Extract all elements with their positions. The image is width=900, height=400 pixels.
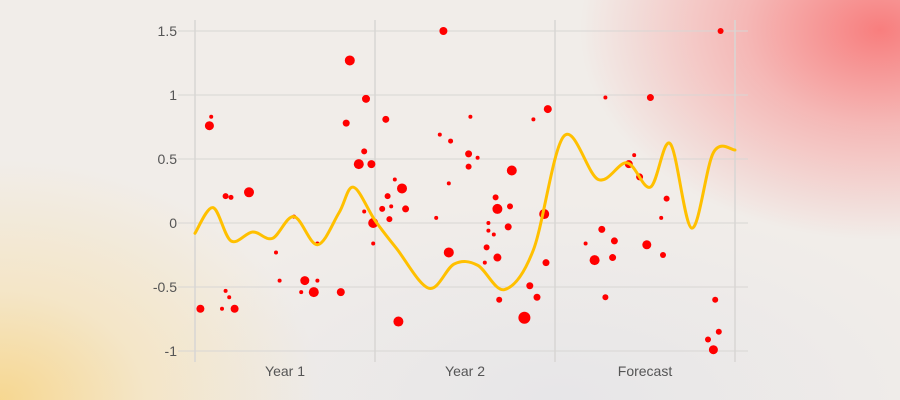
scatter-point [439, 27, 448, 35]
scatter-point [362, 209, 367, 214]
scatter-point [583, 241, 588, 246]
scatter-point [277, 278, 282, 283]
x-tick-label: Year 2 [445, 363, 485, 379]
scatter-point [715, 328, 722, 335]
scatter-point [244, 187, 254, 198]
trend-line [193, 132, 737, 292]
scatter-point [492, 203, 503, 214]
scatter-point [389, 204, 394, 209]
scatter-point [367, 160, 376, 169]
scatter-point [446, 181, 451, 186]
scatter-point [705, 336, 711, 343]
scatter-point [475, 155, 480, 160]
scatter-point [384, 193, 391, 200]
y-tick-label: 0.5 [158, 151, 178, 167]
scatter-point [402, 205, 410, 213]
scatter-point [336, 288, 345, 297]
scatter-point [468, 114, 473, 119]
scatter-point [663, 195, 670, 202]
scatter-point [526, 282, 534, 290]
y-axis-ticks: 1.5 1 0.5 0 -0.5 -1 [153, 23, 177, 359]
x-tick-label: Forecast [618, 363, 673, 379]
scatter-point [533, 293, 541, 301]
scatter-point [504, 223, 512, 231]
x-axis-ticks: Year 1 Year 2 Forecast [265, 363, 672, 379]
scatter-point [344, 55, 355, 66]
scatter-point [483, 244, 490, 251]
scatter-point [209, 114, 214, 119]
scatter-point [543, 105, 552, 114]
scatter-point [397, 183, 407, 194]
scatter-point [542, 259, 550, 267]
y-tick-label: -0.5 [153, 279, 177, 295]
scatter-point [492, 194, 499, 201]
scatter-point [598, 225, 606, 233]
scatter-point [660, 252, 666, 258]
scatter-point [204, 121, 214, 131]
scatter-point [223, 288, 228, 293]
scatter-point [230, 304, 239, 313]
scatter-point [379, 205, 386, 212]
scatter-point [353, 159, 364, 170]
scatter-point [507, 203, 513, 210]
scatter-point [222, 193, 229, 200]
scatter-point [717, 28, 724, 34]
scatter-point [299, 290, 304, 295]
scatter-point [386, 216, 393, 223]
scatter-point [589, 255, 600, 266]
scatter-point [603, 95, 608, 100]
scatter-point [531, 117, 536, 122]
scatter-point [491, 232, 496, 237]
scatter-point [482, 260, 487, 265]
scatter-point [443, 247, 454, 258]
scatter-point [486, 221, 491, 225]
y-tick-label: -1 [165, 343, 178, 359]
scatter-series [196, 27, 724, 355]
scatter-point [448, 138, 454, 144]
grid [178, 20, 748, 362]
scatter-point [434, 215, 439, 220]
scatter-point [609, 254, 617, 262]
scatter-point [227, 295, 232, 300]
scatter-point [362, 94, 370, 103]
scatter-point [518, 311, 531, 324]
scatter-point [393, 316, 404, 327]
scatter-point [610, 237, 618, 245]
scatter-point [506, 165, 517, 176]
scatter-point [361, 148, 368, 155]
y-tick-label: 1.5 [158, 23, 178, 39]
scatter-point [437, 132, 442, 137]
y-tick-label: 1 [169, 87, 177, 103]
scatter-point [646, 94, 654, 102]
scatter-point [493, 253, 502, 262]
scatter-point [300, 276, 310, 286]
scatter-point [220, 306, 224, 311]
scatter-point [315, 278, 320, 283]
scatter-point [496, 296, 503, 303]
x-tick-label: Year 1 [265, 363, 305, 379]
scatter-point [274, 250, 278, 255]
scatter-point [228, 194, 234, 200]
y-tick-label: 0 [169, 215, 177, 231]
scatter-point [392, 177, 397, 182]
scatter-point [371, 241, 376, 246]
scatter-point [196, 304, 205, 313]
scatter-point [642, 240, 652, 250]
scatter-point [632, 153, 637, 158]
scatter-point [465, 150, 473, 158]
scatter-point [342, 119, 350, 127]
scatter-point [486, 228, 491, 233]
scatter-point [465, 163, 472, 170]
scatter-point [659, 215, 664, 220]
scatter-point [382, 115, 390, 123]
trend-line-series [193, 132, 737, 292]
scatter-point [602, 294, 609, 301]
scatter-point [708, 345, 718, 355]
scatter-point [308, 287, 319, 298]
scatter-point [712, 296, 719, 303]
